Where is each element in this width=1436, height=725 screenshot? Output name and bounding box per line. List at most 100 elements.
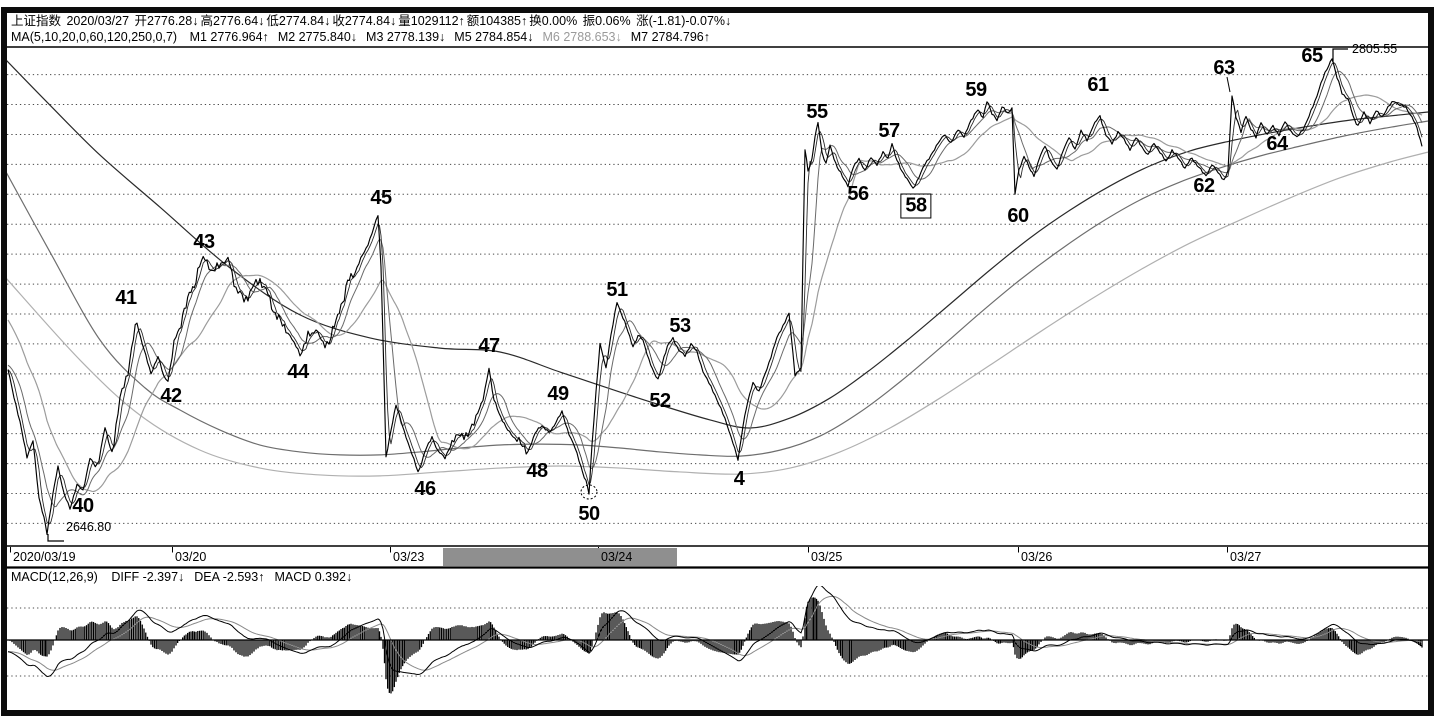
macd-histogram-bar (953, 636, 956, 640)
macd-histogram-bar (1355, 640, 1357, 655)
macd-histogram-bar (872, 640, 874, 652)
macd-histogram-bar (1203, 640, 1205, 642)
macd-histogram-bar (206, 632, 208, 640)
macd-histogram-bar (750, 627, 752, 640)
macd-histogram-bar (153, 640, 156, 649)
macd-histogram-bar (115, 628, 117, 640)
macd-histogram-bar (792, 631, 794, 640)
macd-histogram-bar (650, 640, 652, 656)
macd-histogram-bar (1165, 640, 1167, 644)
macd-histogram-bar (431, 628, 433, 640)
scrollbar-thumb[interactable] (443, 548, 677, 566)
macd-histogram-bar (61, 627, 63, 640)
macd-histogram-bar (117, 627, 119, 640)
macd-histogram-bar (1056, 638, 1058, 640)
macd-histogram-bar (354, 624, 356, 640)
macd-histogram-bar (1127, 640, 1129, 645)
macd-histogram-bar (435, 627, 437, 640)
macd-histogram-bar (646, 640, 648, 653)
macd-histogram-bar (440, 627, 443, 640)
title-field-0: 上证指数 (11, 14, 65, 28)
macd-histogram-bar (447, 628, 450, 640)
macd-histogram-bar (1205, 640, 1207, 642)
macd-histogram-bar (730, 640, 732, 655)
macd-histogram-bar (439, 627, 441, 640)
date-label: 03/24 (601, 550, 633, 564)
macd-histogram-bar (19, 640, 21, 649)
macd-histogram-bar (383, 640, 386, 664)
macd-histogram-bar (726, 640, 728, 654)
macd-histogram-bar (1050, 636, 1052, 640)
macd-histogram-bar (700, 640, 702, 644)
macd-histogram-bar (1184, 640, 1186, 643)
macd-histogram-bar (343, 627, 345, 640)
macd-histogram-bar (714, 640, 716, 652)
date-scrollbar-track[interactable] (7, 546, 1428, 567)
macd-histogram-bar (1373, 640, 1375, 647)
macd-histogram-bar (419, 640, 421, 650)
ma-line-ma-longest (7, 151, 1429, 477)
macd-histogram-bar (1012, 640, 1015, 648)
macd-histogram-bar (1137, 640, 1139, 644)
macd-histogram-bar (555, 635, 557, 640)
macd-histogram-bar (152, 640, 154, 648)
macd-histogram-bar (1292, 640, 1294, 643)
main-chart-canvas[interactable] (7, 47, 1428, 545)
macd-histogram-bar (463, 626, 465, 640)
macd-histogram-bar (812, 597, 815, 640)
wave-label-box: 58 (900, 193, 932, 219)
macd-histogram-bar (546, 636, 548, 640)
ma-line-ma-long-mid (7, 120, 1429, 457)
macd-histogram-bar (1182, 640, 1184, 643)
macd-histogram-bar (182, 637, 184, 640)
macd-histogram-bar (1035, 640, 1037, 649)
date-label: 03/27 (1230, 550, 1262, 564)
macd-histogram-bar (269, 640, 271, 647)
macd-histogram-bar (239, 640, 241, 655)
macd-histogram-bar (814, 597, 816, 640)
macd-histogram-bar (1129, 640, 1131, 646)
macd-histogram-bar (610, 613, 612, 640)
macd-histogram-bar (274, 640, 276, 650)
macd-histogram-bar (1331, 628, 1333, 640)
macd-histogram-bar (862, 640, 864, 656)
macd-histogram-bar (582, 640, 584, 650)
macd-histogram-bar (1367, 640, 1369, 650)
macd-histogram-bar (130, 618, 133, 640)
macd-histogram-bar (287, 640, 289, 651)
macd-histogram-bar (833, 640, 835, 642)
macd-histogram-bar (446, 628, 448, 640)
date-label: 03/26 (1021, 550, 1053, 564)
wave-label: 53 (669, 315, 691, 337)
wave-label: 46 (414, 478, 436, 500)
macd-histogram-bar (732, 640, 734, 655)
ma-settings-label: MA(5,10,20,0,60,120,250,0,7) (11, 30, 178, 44)
macd-histogram-bar (847, 640, 849, 664)
macd-histogram-bar (322, 636, 324, 640)
macd-histogram-bar (318, 635, 321, 640)
macd-histogram-bar (841, 640, 843, 659)
ma-line-ma-desc-top (7, 60, 1429, 429)
macd-panel-canvas[interactable] (7, 586, 1428, 710)
macd-histogram-bar (1082, 632, 1084, 640)
macd-histogram-bar (920, 640, 922, 648)
macd-histogram-bar (87, 623, 89, 640)
macd-histogram-bar (15, 640, 17, 646)
wave-label: 61 (1087, 74, 1109, 96)
macd-histogram-bar (543, 636, 545, 640)
macd-histogram-bar (690, 640, 692, 642)
macd-histogram-bar (106, 621, 108, 640)
macd-histogram-bar (138, 618, 140, 640)
macd-histogram-bar (534, 640, 536, 643)
title-field-7: 额104385↑ (466, 14, 528, 28)
macd-histogram-bar (798, 640, 800, 646)
macd-histogram-bar (957, 636, 959, 640)
macd-histogram-bar (1235, 623, 1237, 640)
macd-histogram-bar (365, 627, 367, 640)
macd-histogram-bar (811, 597, 813, 640)
macd-histogram-bar (113, 629, 115, 640)
macd-value-0: DIFF -2.397↓ (111, 570, 185, 584)
macd-histogram-bar (1207, 640, 1209, 642)
macd-histogram-bar (380, 636, 382, 640)
macd-histogram-bar (760, 624, 762, 640)
